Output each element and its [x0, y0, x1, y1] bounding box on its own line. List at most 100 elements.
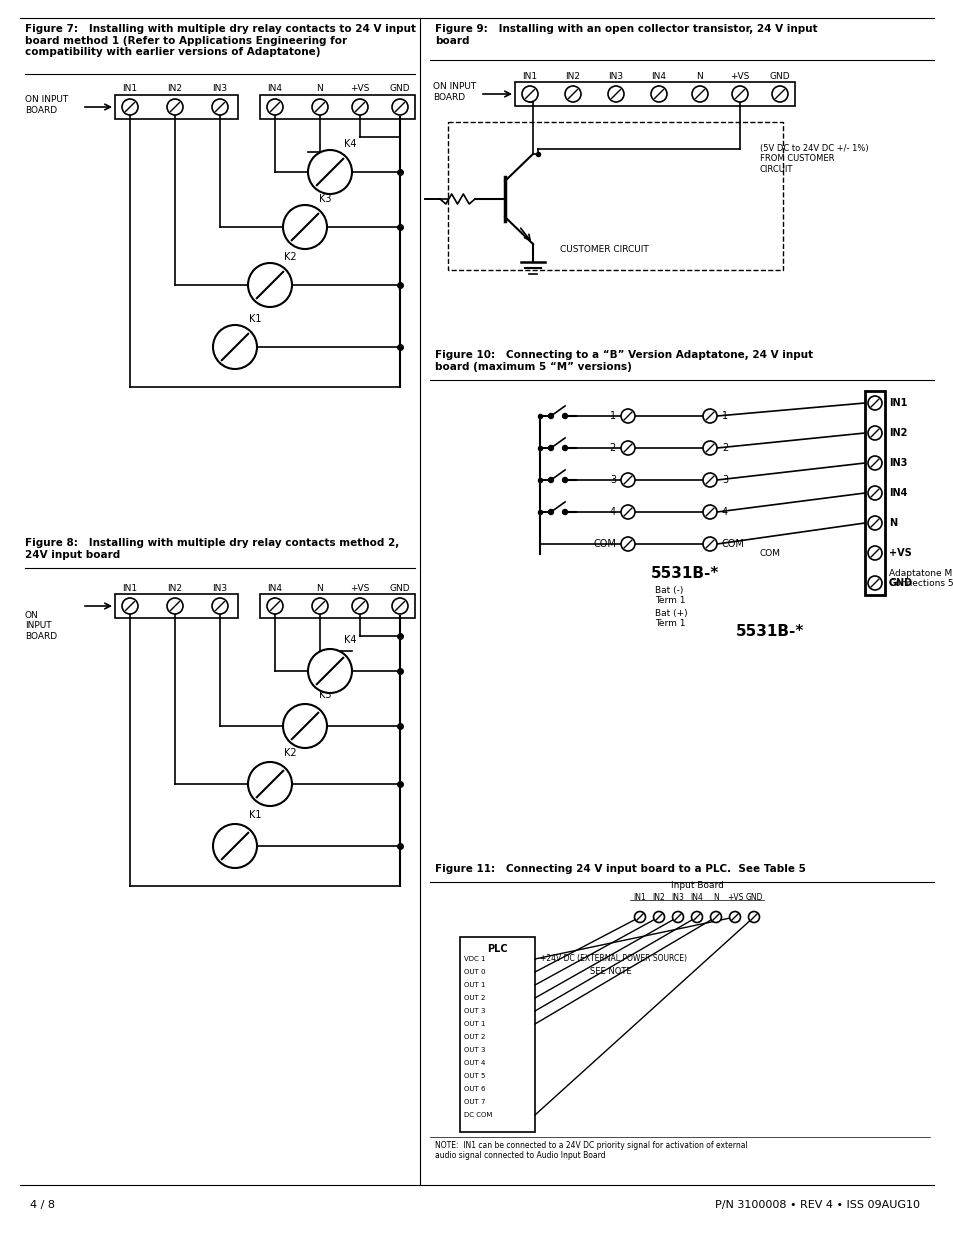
Text: OUT 2: OUT 2 — [463, 995, 485, 1002]
Circle shape — [564, 86, 580, 103]
Text: K1: K1 — [249, 314, 261, 324]
Circle shape — [771, 86, 787, 103]
Circle shape — [710, 911, 720, 923]
Text: ON INPUT
BOARD: ON INPUT BOARD — [25, 95, 69, 115]
Text: IN4: IN4 — [267, 84, 282, 93]
Text: IN1: IN1 — [633, 893, 646, 902]
Circle shape — [283, 205, 327, 249]
Text: Figure 11:   Connecting 24 V input board to a PLC.  See Table 5: Figure 11: Connecting 24 V input board t… — [435, 864, 805, 874]
Text: OUT 1: OUT 1 — [463, 982, 485, 988]
Text: 2: 2 — [609, 443, 616, 453]
Circle shape — [283, 704, 327, 748]
Text: +VS: +VS — [730, 72, 749, 82]
Circle shape — [748, 911, 759, 923]
Circle shape — [562, 478, 567, 483]
Circle shape — [548, 446, 553, 451]
Text: Input Board: Input Board — [670, 881, 722, 890]
Text: NOTE:  IN1 can be connected to a 24V DC priority signal for activation of extern: NOTE: IN1 can be connected to a 24V DC p… — [435, 1141, 747, 1161]
Bar — [260, 95, 415, 119]
Circle shape — [650, 86, 666, 103]
Text: OUT 6: OUT 6 — [463, 1086, 485, 1092]
Text: IN1: IN1 — [122, 84, 137, 93]
Text: IN2: IN2 — [652, 893, 664, 902]
Circle shape — [167, 99, 183, 115]
Circle shape — [691, 911, 701, 923]
Circle shape — [867, 546, 882, 559]
Text: OUT 3: OUT 3 — [463, 1008, 485, 1014]
Circle shape — [213, 325, 256, 369]
Text: +24V DC (EXTERNAL POWER SOURCE): +24V DC (EXTERNAL POWER SOURCE) — [539, 955, 686, 963]
Circle shape — [607, 86, 623, 103]
Text: 4 / 8: 4 / 8 — [30, 1200, 55, 1210]
Text: GND: GND — [769, 72, 789, 82]
Text: OUT 3: OUT 3 — [463, 1047, 485, 1053]
Circle shape — [731, 86, 747, 103]
Circle shape — [392, 598, 408, 614]
Circle shape — [312, 99, 328, 115]
Text: N: N — [888, 517, 896, 529]
Text: 3: 3 — [609, 475, 616, 485]
Text: 1: 1 — [721, 411, 727, 421]
Text: N: N — [713, 893, 719, 902]
Circle shape — [620, 537, 635, 551]
Text: IN3: IN3 — [213, 84, 228, 93]
Circle shape — [267, 598, 283, 614]
Text: PLC: PLC — [487, 944, 507, 953]
Circle shape — [867, 487, 882, 500]
Circle shape — [729, 911, 740, 923]
Circle shape — [167, 598, 183, 614]
Text: K3: K3 — [318, 194, 331, 204]
Text: P/N 3100008 • REV 4 • ISS 09AUG10: P/N 3100008 • REV 4 • ISS 09AUG10 — [714, 1200, 919, 1210]
Text: IN4: IN4 — [888, 488, 906, 498]
Circle shape — [867, 516, 882, 530]
Circle shape — [702, 537, 717, 551]
Bar — [448, 122, 782, 270]
Text: 1: 1 — [609, 411, 616, 421]
Text: OUT 4: OUT 4 — [463, 1060, 485, 1066]
Text: 4: 4 — [609, 508, 616, 517]
Text: N: N — [696, 72, 702, 82]
Text: K4: K4 — [344, 140, 356, 149]
Circle shape — [248, 762, 292, 806]
Circle shape — [212, 99, 228, 115]
Text: IN4: IN4 — [690, 893, 702, 902]
Text: +VS: +VS — [350, 584, 370, 593]
Text: 5531B-*: 5531B-* — [735, 624, 803, 638]
Text: OUT 7: OUT 7 — [463, 1099, 485, 1105]
Circle shape — [867, 456, 882, 471]
Bar — [515, 82, 794, 106]
Text: Adaptatone Millennium
Connections 5531M-24*: Adaptatone Millennium Connections 5531M-… — [888, 569, 953, 588]
Circle shape — [620, 409, 635, 424]
Circle shape — [548, 478, 553, 483]
Circle shape — [548, 414, 553, 419]
Text: IN2: IN2 — [565, 72, 579, 82]
Text: Figure 8:   Installing with multiple dry relay contacts method 2,
24V input boar: Figure 8: Installing with multiple dry r… — [25, 538, 399, 559]
Text: Bat (-)
Term 1: Bat (-) Term 1 — [655, 585, 685, 605]
Text: GND: GND — [389, 84, 410, 93]
Text: IN2: IN2 — [888, 429, 906, 438]
Text: K2: K2 — [284, 252, 296, 262]
Text: IN1: IN1 — [522, 72, 537, 82]
Circle shape — [672, 911, 682, 923]
Circle shape — [620, 505, 635, 519]
Circle shape — [392, 99, 408, 115]
Bar — [115, 594, 237, 618]
Text: OUT 5: OUT 5 — [463, 1073, 485, 1079]
Text: K2: K2 — [284, 748, 296, 758]
Bar — [260, 594, 415, 618]
Text: K4: K4 — [344, 635, 356, 645]
Circle shape — [213, 824, 256, 868]
Circle shape — [620, 441, 635, 454]
Text: N: N — [316, 84, 323, 93]
Text: N: N — [316, 584, 323, 593]
Circle shape — [312, 598, 328, 614]
Text: IN3: IN3 — [608, 72, 623, 82]
Text: IN1: IN1 — [888, 398, 906, 408]
Circle shape — [702, 473, 717, 487]
Text: IN4: IN4 — [267, 584, 282, 593]
Text: COM: COM — [721, 538, 744, 550]
Text: IN4: IN4 — [651, 72, 666, 82]
Text: IN3: IN3 — [671, 893, 683, 902]
Text: OUT 1: OUT 1 — [463, 1021, 485, 1028]
Text: OUT 0: OUT 0 — [463, 969, 485, 974]
